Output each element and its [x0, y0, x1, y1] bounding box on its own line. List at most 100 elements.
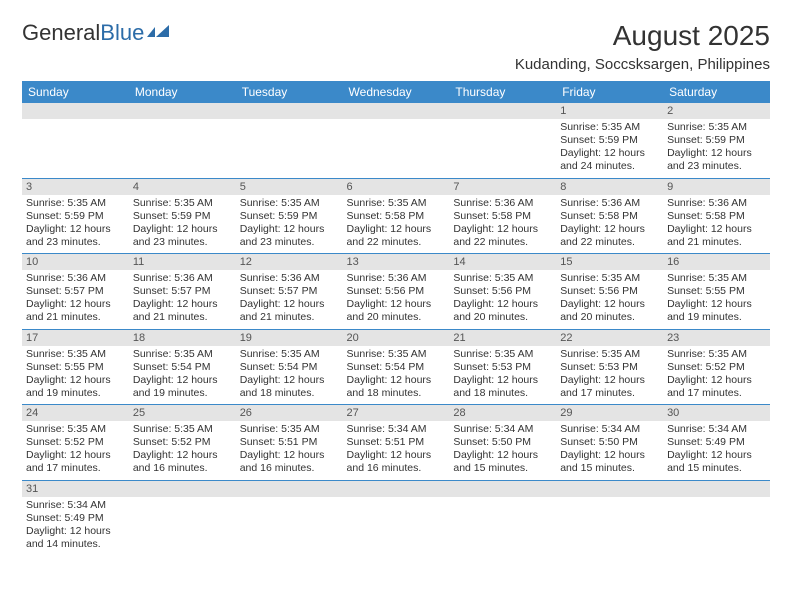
day-number	[663, 481, 770, 497]
daylight-text: Daylight: 12 hours and 18 minutes.	[453, 374, 552, 400]
page-header: GeneralBlue August 2025 Kudanding, Soccs…	[22, 20, 770, 73]
month-title: August 2025	[515, 20, 770, 52]
sunset-text: Sunset: 5:58 PM	[560, 210, 659, 223]
logo-flag-icon	[147, 23, 173, 41]
calendar-cell	[663, 480, 770, 555]
day-number: 24	[22, 405, 129, 421]
calendar-cell: 22Sunrise: 5:35 AMSunset: 5:53 PMDayligh…	[556, 329, 663, 405]
day-header: Tuesday	[236, 81, 343, 103]
day-body	[663, 497, 770, 547]
calendar-cell: 14Sunrise: 5:35 AMSunset: 5:56 PMDayligh…	[449, 254, 556, 330]
day-number	[22, 103, 129, 119]
calendar-cell: 28Sunrise: 5:34 AMSunset: 5:50 PMDayligh…	[449, 405, 556, 481]
daylight-text: Daylight: 12 hours and 23 minutes.	[240, 223, 339, 249]
day-number: 3	[22, 179, 129, 195]
sunset-text: Sunset: 5:49 PM	[667, 436, 766, 449]
day-body	[129, 119, 236, 169]
logo: GeneralBlue	[22, 20, 173, 46]
day-body: Sunrise: 5:36 AMSunset: 5:57 PMDaylight:…	[22, 270, 129, 329]
day-number: 12	[236, 254, 343, 270]
day-number: 19	[236, 330, 343, 346]
day-number: 26	[236, 405, 343, 421]
sunrise-text: Sunrise: 5:35 AM	[453, 348, 552, 361]
day-body: Sunrise: 5:35 AMSunset: 5:52 PMDaylight:…	[129, 421, 236, 480]
sunrise-text: Sunrise: 5:36 AM	[667, 197, 766, 210]
day-number: 22	[556, 330, 663, 346]
day-number: 6	[343, 179, 450, 195]
calendar-body: 1Sunrise: 5:35 AMSunset: 5:59 PMDaylight…	[22, 103, 770, 555]
day-number: 11	[129, 254, 236, 270]
calendar-week-row: 3 Sunrise: 5:35 AMSunset: 5:59 PMDaylight…	[22, 178, 770, 254]
calendar-cell: 26Sunrise: 5:35 AMSunset: 5:51 PMDayligh…	[236, 405, 343, 481]
calendar-cell	[343, 480, 450, 555]
sunset-text: Sunset: 5:54 PM	[347, 361, 446, 374]
day-body: Sunrise: 5:35 AMSunset: 5:59 PMDaylight:…	[663, 119, 770, 178]
calendar-cell: 10Sunrise: 5:36 AMSunset: 5:57 PMDayligh…	[22, 254, 129, 330]
day-body: Sunrise: 5:34 AMSunset: 5:50 PMDaylight:…	[556, 421, 663, 480]
day-body	[449, 497, 556, 547]
sunset-text: Sunset: 5:55 PM	[26, 361, 125, 374]
sunrise-text: Sunrise: 5:35 AM	[133, 423, 232, 436]
calendar-cell	[129, 480, 236, 555]
calendar-week-row: 24Sunrise: 5:35 AMSunset: 5:52 PMDayligh…	[22, 405, 770, 481]
day-body: Sunrise: 5:35 AMSunset: 5:52 PMDaylight:…	[22, 421, 129, 480]
day-number: 29	[556, 405, 663, 421]
day-number: 5	[236, 179, 343, 195]
daylight-text: Daylight: 12 hours and 19 minutes.	[667, 298, 766, 324]
calendar-cell: 8Sunrise: 5:36 AMSunset: 5:58 PMDaylight…	[556, 178, 663, 254]
daylight-text: Daylight: 12 hours and 16 minutes.	[240, 449, 339, 475]
calendar-cell: 13Sunrise: 5:36 AMSunset: 5:56 PMDayligh…	[343, 254, 450, 330]
calendar-cell: 15Sunrise: 5:35 AMSunset: 5:56 PMDayligh…	[556, 254, 663, 330]
daylight-text: Daylight: 12 hours and 21 minutes.	[26, 298, 125, 324]
calendar-week-row: 31Sunrise: 5:34 AMSunset: 5:49 PMDayligh…	[22, 480, 770, 555]
sunset-text: Sunset: 5:52 PM	[667, 361, 766, 374]
sunset-text: Sunset: 5:51 PM	[240, 436, 339, 449]
day-number: 28	[449, 405, 556, 421]
sunset-text: Sunset: 5:53 PM	[560, 361, 659, 374]
day-body	[343, 497, 450, 547]
sunset-text: Sunset: 5:55 PM	[667, 285, 766, 298]
sunset-text: Sunset: 5:51 PM	[347, 436, 446, 449]
sunset-text: Sunset: 5:58 PM	[667, 210, 766, 223]
daylight-text: Daylight: 12 hours and 16 minutes.	[133, 449, 232, 475]
day-number: 15	[556, 254, 663, 270]
daylight-text: Daylight: 12 hours and 22 minutes.	[453, 223, 552, 249]
daylight-text: Daylight: 12 hours and 15 minutes.	[560, 449, 659, 475]
daylight-text: Daylight: 12 hours and 24 minutes.	[560, 147, 659, 173]
sunrise-text: Sunrise: 5:35 AM	[667, 272, 766, 285]
sunset-text: Sunset: 5:59 PM	[667, 134, 766, 147]
daylight-text: Daylight: 12 hours and 15 minutes.	[453, 449, 552, 475]
day-body: Sunrise: 5:35 AMSunset: 5:55 PMDaylight:…	[22, 346, 129, 405]
sunset-text: Sunset: 5:58 PM	[347, 210, 446, 223]
logo-text-general: General	[22, 20, 100, 46]
day-body	[449, 119, 556, 169]
calendar-cell	[449, 480, 556, 555]
sunrise-text: Sunrise: 5:35 AM	[667, 121, 766, 134]
daylight-text: Daylight: 12 hours and 22 minutes.	[560, 223, 659, 249]
sunrise-text: Sunrise: 5:35 AM	[560, 272, 659, 285]
sunrise-text: Sunrise: 5:36 AM	[453, 197, 552, 210]
day-number	[449, 103, 556, 119]
calendar-cell: 31Sunrise: 5:34 AMSunset: 5:49 PMDayligh…	[22, 480, 129, 555]
daylight-text: Daylight: 12 hours and 23 minutes.	[667, 147, 766, 173]
sunset-text: Sunset: 5:54 PM	[240, 361, 339, 374]
daylight-text: Daylight: 12 hours and 20 minutes.	[560, 298, 659, 324]
day-number: 8	[556, 179, 663, 195]
day-body: Sunrise: 5:34 AMSunset: 5:50 PMDaylight:…	[449, 421, 556, 480]
calendar-cell	[343, 103, 450, 178]
daylight-text: Daylight: 12 hours and 23 minutes.	[133, 223, 232, 249]
calendar-cell: 4Sunrise: 5:35 AMSunset: 5:59 PMDaylight…	[129, 178, 236, 254]
sunset-text: Sunset: 5:49 PM	[26, 512, 125, 525]
daylight-text: Daylight: 12 hours and 16 minutes.	[347, 449, 446, 475]
day-number	[343, 103, 450, 119]
day-number	[236, 481, 343, 497]
calendar-week-row: 1Sunrise: 5:35 AMSunset: 5:59 PMDaylight…	[22, 103, 770, 178]
day-body: Sunrise: 5:35 AMSunset: 5:59 PMDaylight:…	[236, 195, 343, 254]
calendar-cell: 30Sunrise: 5:34 AMSunset: 5:49 PMDayligh…	[663, 405, 770, 481]
daylight-text: Daylight: 12 hours and 17 minutes.	[26, 449, 125, 475]
day-number: 23	[663, 330, 770, 346]
calendar-cell: 23Sunrise: 5:35 AMSunset: 5:52 PMDayligh…	[663, 329, 770, 405]
daylight-text: Daylight: 12 hours and 20 minutes.	[453, 298, 552, 324]
daylight-text: Daylight: 12 hours and 19 minutes.	[133, 374, 232, 400]
daylight-text: Daylight: 12 hours and 17 minutes.	[560, 374, 659, 400]
